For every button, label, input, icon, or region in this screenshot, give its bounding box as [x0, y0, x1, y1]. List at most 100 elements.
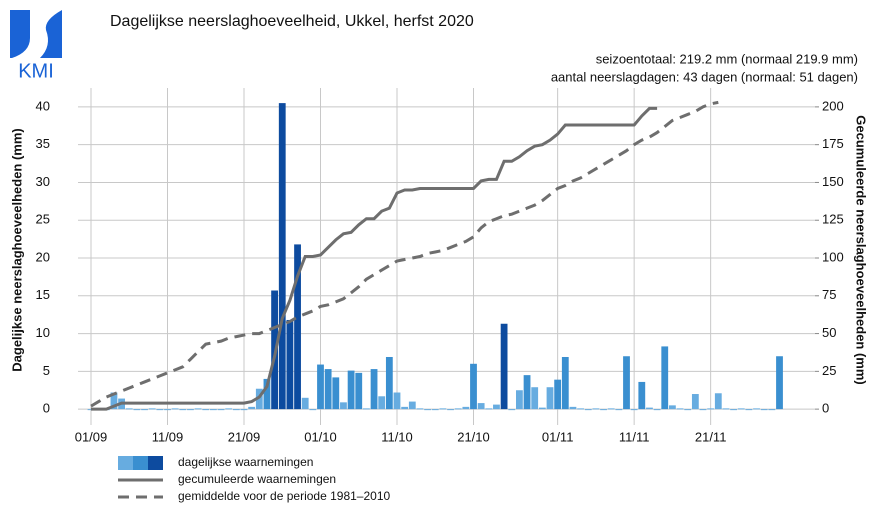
bar	[110, 392, 118, 410]
legend-label: gemiddelde voor de periode 1981–2010	[178, 489, 390, 503]
bar	[691, 394, 699, 410]
bar	[240, 409, 248, 411]
bar	[707, 408, 715, 410]
y2-tick-label: 0	[822, 401, 829, 416]
y-tick-label: 30	[36, 174, 50, 189]
line	[91, 106, 658, 411]
bar	[592, 408, 600, 410]
bar	[714, 393, 722, 410]
bar	[745, 409, 753, 411]
bar	[133, 409, 141, 411]
bar	[255, 388, 263, 410]
bar	[393, 392, 401, 410]
y-tick-label: 40	[36, 98, 50, 113]
legend-swatch	[118, 456, 133, 470]
logo-shape	[40, 10, 62, 58]
bar	[776, 356, 783, 410]
legend-swatch	[133, 456, 148, 470]
annotation: seizoentotaal: 219.2 mm (normaal 219.9 m…	[596, 51, 858, 66]
x-tick-label: 21/09	[228, 429, 261, 444]
x-tick-label: 01/09	[75, 429, 108, 444]
bar	[424, 409, 431, 411]
bar	[332, 377, 340, 410]
bar	[577, 408, 584, 410]
bar	[623, 356, 630, 410]
bar	[554, 379, 562, 410]
bar	[760, 409, 768, 411]
bar	[263, 378, 271, 410]
bar	[416, 408, 424, 410]
bar	[607, 408, 615, 410]
bar	[378, 396, 386, 410]
bar	[309, 409, 317, 411]
bar	[653, 409, 661, 411]
bar	[294, 244, 301, 410]
bar	[164, 409, 171, 411]
legend-label: gecumuleerde waarnemingen	[178, 472, 336, 486]
bar	[217, 409, 225, 411]
y-axis-label: Dagelijkse neerslaghoeveelheden (mm)	[9, 128, 24, 371]
bar	[401, 406, 409, 410]
bar	[661, 346, 669, 410]
bar	[516, 390, 523, 410]
bar	[141, 409, 148, 411]
bar	[768, 409, 776, 411]
bar	[355, 372, 363, 410]
bar	[447, 409, 454, 411]
bar	[210, 409, 217, 411]
bar	[408, 401, 416, 410]
bar	[646, 407, 653, 410]
annotation: aantal neerslagdagen: 43 dagen (normaal:…	[551, 69, 858, 84]
bar	[500, 323, 508, 410]
bar	[753, 408, 760, 410]
y2-tick-label: 50	[822, 325, 836, 340]
y2-tick-label: 150	[822, 174, 844, 189]
bar	[340, 402, 347, 410]
bar	[225, 408, 233, 410]
bar	[531, 387, 539, 410]
y2-tick-label: 200	[822, 98, 844, 113]
x-tick-label: 01/10	[304, 429, 337, 444]
bar	[538, 407, 546, 410]
bar	[431, 409, 439, 411]
bar	[301, 397, 309, 410]
y-tick-label: 25	[36, 212, 50, 227]
bar	[485, 408, 493, 410]
x-tick-label: 11/09	[152, 429, 184, 444]
bar	[493, 404, 500, 410]
bar	[248, 406, 256, 410]
bar	[317, 364, 324, 410]
bar	[737, 408, 745, 410]
y2-tick-label: 100	[822, 249, 844, 264]
bar	[370, 369, 378, 410]
logo: KMI	[10, 10, 62, 82]
bar	[232, 409, 240, 411]
bar	[278, 103, 286, 410]
bar	[347, 370, 355, 410]
bar	[477, 403, 485, 410]
y2-axis-label: Gecumuleerde neerslaghoeveelheden (mm)	[854, 115, 869, 384]
y-tick-label: 5	[43, 363, 50, 378]
y2-tick-label: 125	[822, 212, 844, 227]
x-tick-label: 01/11	[542, 429, 574, 444]
bar	[439, 408, 447, 410]
bar	[600, 409, 607, 411]
bar	[363, 408, 370, 410]
bar	[722, 408, 730, 410]
bar	[454, 408, 462, 410]
bar	[470, 363, 477, 410]
line	[90, 100, 719, 408]
x-tick-label: 21/10	[457, 429, 490, 444]
bar	[148, 408, 156, 410]
bar	[699, 409, 707, 411]
y2-tick-label: 75	[822, 287, 836, 302]
bar	[630, 409, 638, 411]
y-tick-label: 20	[36, 249, 50, 264]
x-tick-label: 11/11	[619, 429, 650, 444]
bar	[156, 409, 164, 411]
chart-title: Dagelijkse neerslaghoeveelheid, Ukkel, h…	[110, 13, 474, 30]
y-tick-label: 0	[43, 401, 50, 416]
bar	[638, 381, 646, 410]
